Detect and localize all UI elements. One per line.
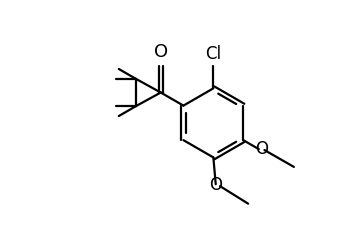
Text: Cl: Cl [205,45,221,63]
Text: O: O [209,176,222,194]
Text: O: O [154,43,168,61]
Text: O: O [255,140,268,158]
